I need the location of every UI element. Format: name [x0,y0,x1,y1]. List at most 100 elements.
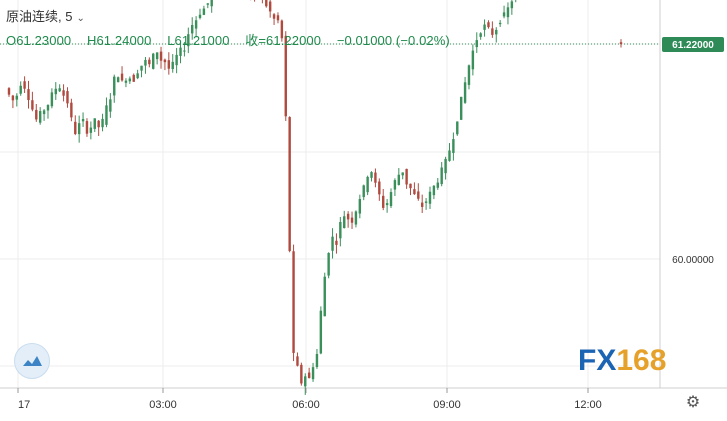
candle-up [46,104,50,111]
candle-down [409,183,412,189]
candle-down [272,14,276,19]
candle-up [315,354,319,368]
candle-up [510,1,514,9]
change-value: −0.01000 (−0.02%) [336,33,450,48]
candle-up [440,167,443,185]
last-price-label: 61.22000 [672,40,714,51]
candle-up [467,65,471,85]
gear-icon[interactable]: ⚙ [685,394,701,411]
candle-down [163,59,167,63]
candle-up [136,73,139,79]
candle-up [89,127,93,133]
candle-down [491,28,494,35]
candle-up [463,82,467,103]
y-tick-label: 60.00000 [672,255,714,266]
candle-up [456,121,459,135]
candle-up [81,119,85,122]
candle-down [120,73,124,81]
candle-up [366,176,369,193]
candle-up [444,158,447,174]
candle-up [77,123,81,135]
candle-up [319,310,323,354]
candle-down [420,202,424,207]
candle-down [148,59,151,65]
candle-down [296,356,299,366]
candle-down [619,42,623,44]
candle-up [459,96,463,120]
candle-down [74,121,77,134]
candle-up [109,99,112,112]
candle-up [428,191,432,204]
candle-down [27,89,30,101]
candle-down [268,1,272,12]
candle-up [397,174,401,185]
candle-up [128,78,132,82]
x-tick-label: 17 [18,399,30,411]
candle-up [354,211,358,225]
candle-up [183,50,186,52]
ohlc-readout: O61.23000 H61.24000 L61.21000 收=61.22000… [6,30,462,49]
instrument-title[interactable]: 原油连续, 5 ⌄ [6,6,85,25]
candle-down [292,251,295,353]
candle-up [155,52,159,60]
candle-down [97,120,100,128]
candle-up [144,59,147,66]
candle-up [124,80,128,83]
candle-up [179,47,182,56]
candle-down [276,15,280,21]
candle-down [284,35,287,117]
candle-down [378,181,381,195]
low-value: L61.21000 [167,33,230,48]
candle-up [191,25,194,34]
candle-up [175,54,178,66]
candle-up [448,150,451,161]
candle-up [339,221,342,239]
candle-up [385,203,389,206]
candle-down [85,121,89,134]
candle-up [331,236,334,251]
candle-up [152,53,155,69]
candle-up [498,22,502,25]
candle-up [206,3,210,5]
candle-down [405,168,408,185]
candle-down [413,189,416,195]
open-value: O61.23000 [6,33,72,48]
candle-up [424,201,428,203]
chevron-down-icon[interactable]: ⌄ [76,13,85,24]
candle-down [300,364,303,384]
candle-down [35,109,38,120]
candle-up [187,34,190,47]
candle-up [389,192,393,207]
candle-up [506,7,510,18]
candle-down [335,240,338,245]
candle-down [62,90,65,96]
candle-up [42,110,46,115]
candle-down [280,20,284,39]
candle-up [483,24,486,30]
candle-up [370,172,373,178]
candle-down [70,102,73,118]
candle-down [265,0,268,7]
candle-down [288,117,291,252]
candle-up [50,92,54,107]
candle-up [495,29,498,35]
candle-down [346,213,350,220]
candle-up [113,76,116,96]
candle-up [198,14,202,18]
candle-down [31,100,34,110]
candle-down [7,88,11,95]
cloud-chart-icon[interactable] [14,343,50,379]
grid-lines-horizontal [0,43,660,367]
candle-up [304,376,307,387]
candle-up [171,61,174,70]
candle-up [210,0,213,7]
candle-down [417,191,420,199]
candle-up [362,185,365,198]
candle-down [132,74,135,82]
candle-down [167,60,171,69]
candle-up [202,8,206,15]
x-tick-label: 03:00 [149,399,177,411]
grid-lines-vertical [17,0,589,388]
